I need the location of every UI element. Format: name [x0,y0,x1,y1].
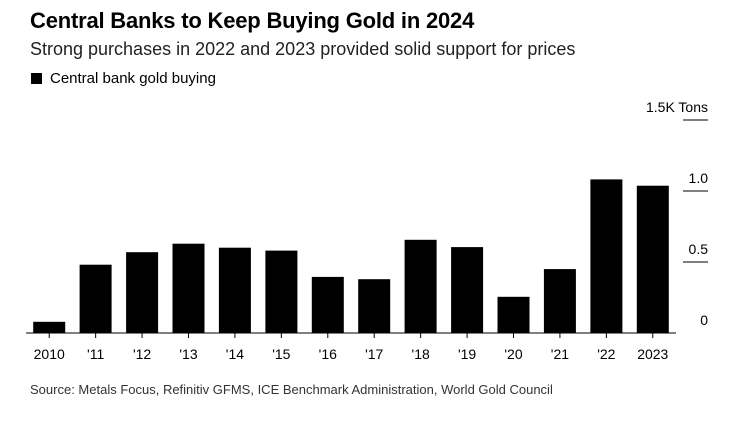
legend-label: Central bank gold buying [50,70,216,87]
x-tick-label: '16 [319,346,337,362]
y-tick-label: 0.5 [689,241,709,257]
x-tick-label: '19 [458,346,476,362]
chart-title: Central Banks to Keep Buying Gold in 202… [30,8,475,33]
chart-subtitle: Strong purchases in 2022 and 2023 provid… [30,39,576,59]
y-tick-label: 1.5K Tons [646,99,708,115]
bar-'22 [590,179,623,333]
bar-'16 [311,276,344,333]
x-tick-label: '15 [272,346,290,362]
bar-'14 [218,247,251,333]
x-tick-label: '18 [412,346,430,362]
bar-'11 [79,264,112,333]
x-tick-label: 2010 [34,346,65,362]
x-tick-label: '14 [226,346,244,362]
x-tick-label: 2023 [637,346,668,362]
legend: Central bank gold buying [31,70,216,87]
x-tick-label: '21 [551,346,569,362]
bar-'18 [404,239,437,333]
bar-'13 [172,243,205,333]
bar-'20 [497,296,530,333]
bar-2010 [33,321,66,333]
x-tick-label: '12 [133,346,151,362]
legend-swatch [31,73,42,84]
bar-'12 [126,252,159,333]
x-tick-label: '13 [179,346,197,362]
source-note: Source: Metals Focus, Refinitiv GFMS, IC… [30,382,553,397]
bar-'17 [358,279,391,333]
x-tick-label: '17 [365,346,383,362]
bar-'23 [636,185,669,333]
bar-'19 [451,247,484,333]
x-tick-label: '11 [87,346,104,362]
y-tick-label: 1.0 [689,170,709,186]
bar-'21 [543,269,576,333]
x-tick-label: '22 [597,346,615,362]
x-tick-label: '20 [504,346,522,362]
y-tick-label: 0 [700,312,708,328]
bar-'15 [265,250,298,333]
